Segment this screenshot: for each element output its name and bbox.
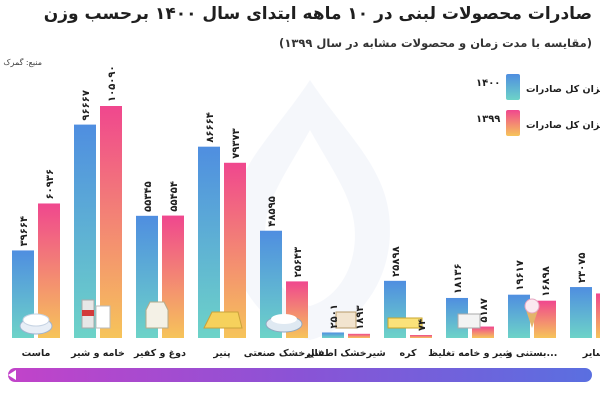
legend-item-1400: ۱۴۰۰ میزان کل صادرات	[476, 74, 600, 110]
legend-year: ۱۳۹۹	[476, 114, 501, 125]
bar-1399-3	[224, 162, 246, 338]
bar-1400-5	[322, 332, 344, 338]
data-label: ۵۵۴۵۴	[169, 181, 180, 212]
category-label: دوغ و کفیر	[133, 348, 186, 359]
bar-1399-0	[38, 203, 60, 338]
bar-1400-8	[508, 294, 530, 338]
legend-swatch-1399	[506, 110, 520, 136]
bar-1400-9	[570, 287, 592, 338]
category-label: شیرخشک صنعتی	[244, 348, 325, 359]
chart-title: صادرات محصولات لبنی در ۱۰ ماهه ابتدای سا…	[43, 4, 592, 24]
legend-year: ۱۴۰۰	[476, 78, 501, 89]
category-label: کره	[399, 348, 417, 359]
bar-1399-6	[410, 335, 432, 338]
cream-icon	[457, 313, 481, 329]
kefir-jug-icon	[145, 301, 169, 329]
data-label: ۲۳۰۷۵	[577, 253, 588, 284]
data-label: ۱۹۶۱۷	[515, 260, 526, 291]
legend-label: میزان کل صادرات	[526, 120, 600, 131]
yogurt-icon	[19, 313, 53, 335]
data-label: ۱۸۹۳	[355, 305, 366, 329]
bar-1400-4	[260, 230, 282, 338]
arrow-left-icon	[8, 370, 16, 380]
data-label: ۳۹۶۶۴	[19, 216, 30, 247]
decorative-bottom-bar	[8, 368, 592, 382]
bar-1400-1	[74, 124, 96, 338]
data-label: ۵۱۸۷	[479, 298, 490, 322]
category-label: خامه و شیر	[70, 348, 125, 359]
powder-bowl-icon	[265, 314, 303, 333]
data-label: ۴۸۵۹۵	[267, 196, 278, 227]
legend-swatch-1400	[506, 74, 520, 100]
source-note: منبع: گمرک	[3, 58, 42, 67]
data-label: ۱۸۱۳۶	[453, 263, 464, 294]
category-label: شیر و خامه تغلیظ	[428, 348, 512, 359]
legend: ۱۴۰۰ میزان کل صادرات ۱۳۹۹ میزان کل صادرا…	[476, 74, 600, 146]
category-label: شیرخشک اطفال	[306, 348, 386, 359]
bar-1399-7	[472, 326, 494, 338]
bar-1400-3	[198, 146, 220, 338]
legend-label: میزان کل صادرات	[526, 84, 600, 95]
data-label: ۱۶۸۹۸	[541, 266, 552, 297]
cheese-icon	[203, 311, 243, 329]
bar-1399-1	[100, 106, 122, 338]
bar-1399-2	[162, 215, 184, 338]
category-label: ماست	[22, 348, 51, 359]
data-label: ۹۶۶۶۷	[81, 90, 92, 121]
data-label: ۱۰۵۰۹۰	[107, 65, 118, 102]
infant-formula-icon	[335, 311, 357, 329]
bar-1399-8	[534, 300, 556, 338]
category-label: پنیر	[212, 348, 230, 359]
data-label: ۲۵۸۹۸	[391, 246, 402, 277]
data-label: ۵۵۳۴۵	[143, 181, 154, 212]
bar-1399-9	[596, 293, 600, 338]
chart-subtitle: (مقایسه با مدت زمان و محصولات مشابه در س…	[279, 36, 592, 50]
category-label: سایر	[582, 348, 600, 359]
bar-1399-5	[348, 333, 370, 338]
data-label: ۷۴	[417, 319, 428, 331]
butter-icon	[387, 317, 423, 329]
legend-item-1399: ۱۳۹۹ میزان کل صادرات	[476, 110, 600, 146]
data-label: ۷۹۳۷۳	[231, 128, 242, 159]
data-label: ۲۵۰۱	[329, 304, 340, 328]
ice-cream-icon	[524, 298, 540, 328]
category-label: بستنی و...	[506, 348, 558, 359]
data-label: ۲۵۶۴۳	[293, 247, 304, 278]
data-label: ۶۰۹۳۶	[45, 169, 56, 200]
bar-1400-6	[384, 280, 406, 338]
milk-carton-icon	[81, 299, 111, 329]
data-label: ۸۶۶۶۴	[205, 112, 216, 143]
